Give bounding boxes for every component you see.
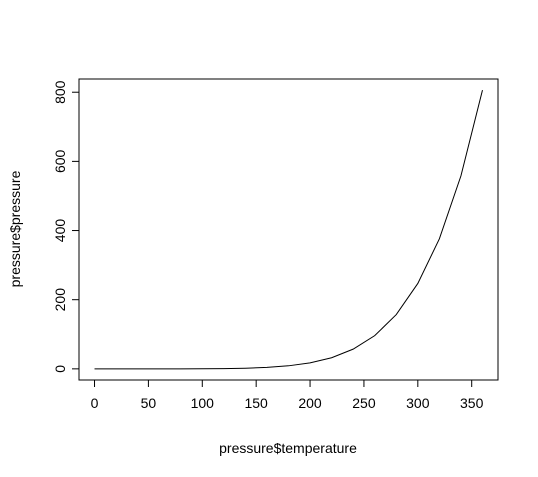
x-tick-label: 300 [406,395,430,411]
plot-box [78,78,499,381]
y-tick-label: 800 [52,80,68,104]
x-axis: 0 50 100 150 200 250 300 350 [91,379,484,411]
x-tick-label: 50 [141,395,157,411]
y-tick-label: 600 [52,149,68,173]
series-line [94,90,483,370]
y-axis: 0 200 400 600 800 [52,80,80,373]
x-tick-label: 350 [460,395,484,411]
series-layer [94,90,483,370]
y-tick-label: 0 [52,365,68,373]
x-tick-label: 200 [298,395,322,411]
x-tick-label: 150 [244,395,268,411]
x-tick-label: 250 [352,395,376,411]
x-tick-label: 100 [191,395,215,411]
y-tick-label: 200 [52,288,68,312]
x-axis-title: pressure$temperature [219,440,357,456]
y-tick-label: 400 [52,219,68,243]
y-axis-title: pressure$pressure [7,170,23,287]
x-tick-label: 0 [91,395,99,411]
